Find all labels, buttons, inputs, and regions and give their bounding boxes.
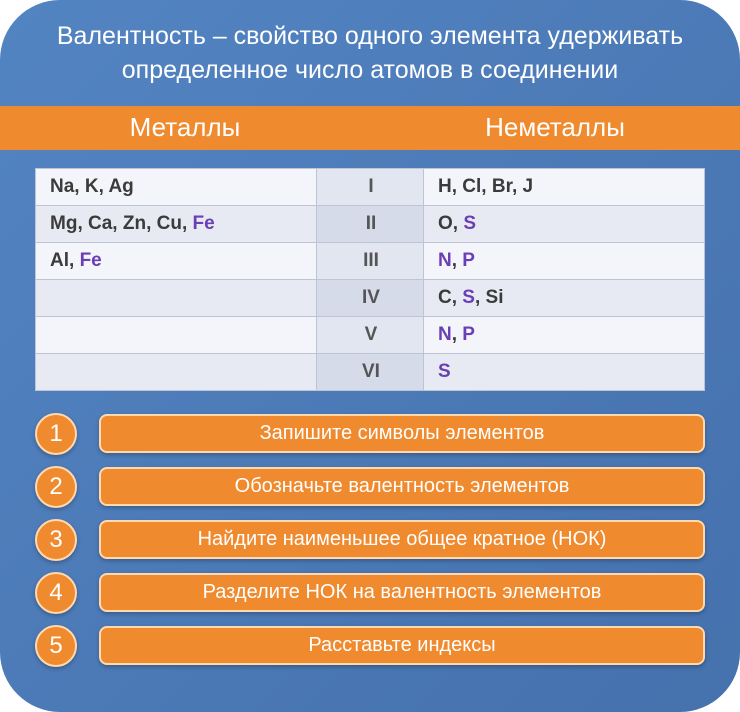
step-number: 4 — [35, 572, 77, 614]
table-container: Na, K, AgIH, Cl, Br, JMg, Ca, Zn, Cu, Fe… — [0, 150, 740, 413]
step-item: 1 Запишите символы элементов — [35, 413, 705, 455]
cell-nonmetals: O, S — [424, 205, 705, 242]
step-item: 2 Обозначьте валентность элементов — [35, 466, 705, 508]
cell-valence: V — [316, 316, 423, 353]
cell-metals: Na, K, Ag — [36, 168, 317, 205]
table-row: VIS — [36, 353, 705, 390]
cell-nonmetals: H, Cl, Br, J — [424, 168, 705, 205]
table-row: Na, K, AgIH, Cl, Br, J — [36, 168, 705, 205]
step-item: 5 Расставьте индексы — [35, 625, 705, 667]
step-number: 1 — [35, 413, 77, 455]
valence-table: Na, K, AgIH, Cl, Br, JMg, Ca, Zn, Cu, Fe… — [35, 168, 705, 391]
table-row: Al, FeIIIN, P — [36, 242, 705, 279]
cell-valence: I — [316, 168, 423, 205]
step-item: 4 Разделите НОК на валентность элементов — [35, 572, 705, 614]
step-number: 3 — [35, 519, 77, 561]
info-card: Валентность – свойство одного элемента у… — [0, 0, 740, 712]
step-text: Расставьте индексы — [99, 626, 705, 665]
step-text: Разделите НОК на валентность элементов — [99, 573, 705, 612]
header-metals: Металлы — [0, 112, 370, 143]
step-text: Обозначьте валентность элементов — [99, 467, 705, 506]
steps-list: 1 Запишите символы элементов 2 Обозначьте в… — [0, 413, 740, 667]
step-text: Найдите наименьшее общее кратное (НОК) — [99, 520, 705, 559]
cell-metals — [36, 353, 317, 390]
cell-nonmetals: N, P — [424, 242, 705, 279]
cell-metals: Mg, Ca, Zn, Cu, Fe — [36, 205, 317, 242]
step-item: 3 Найдите наименьшее общее кратное (НОК) — [35, 519, 705, 561]
cell-valence: IV — [316, 279, 423, 316]
step-number: 2 — [35, 466, 77, 508]
header-nonmetals: Неметаллы — [370, 112, 740, 143]
step-text: Запишите символы элементов — [99, 414, 705, 453]
cell-metals — [36, 279, 317, 316]
table-row: VN, P — [36, 316, 705, 353]
cell-metals: Al, Fe — [36, 242, 317, 279]
cell-valence: III — [316, 242, 423, 279]
step-number: 5 — [35, 625, 77, 667]
cell-valence: II — [316, 205, 423, 242]
table-row: Mg, Ca, Zn, Cu, FeIIO, S — [36, 205, 705, 242]
table-row: IVC, S, Si — [36, 279, 705, 316]
category-header: Металлы Неметаллы — [0, 106, 740, 150]
cell-nonmetals: S — [424, 353, 705, 390]
cell-nonmetals: N, P — [424, 316, 705, 353]
cell-metals — [36, 316, 317, 353]
cell-valence: VI — [316, 353, 423, 390]
cell-nonmetals: C, S, Si — [424, 279, 705, 316]
card-title: Валентность – свойство одного элемента у… — [0, 20, 740, 106]
